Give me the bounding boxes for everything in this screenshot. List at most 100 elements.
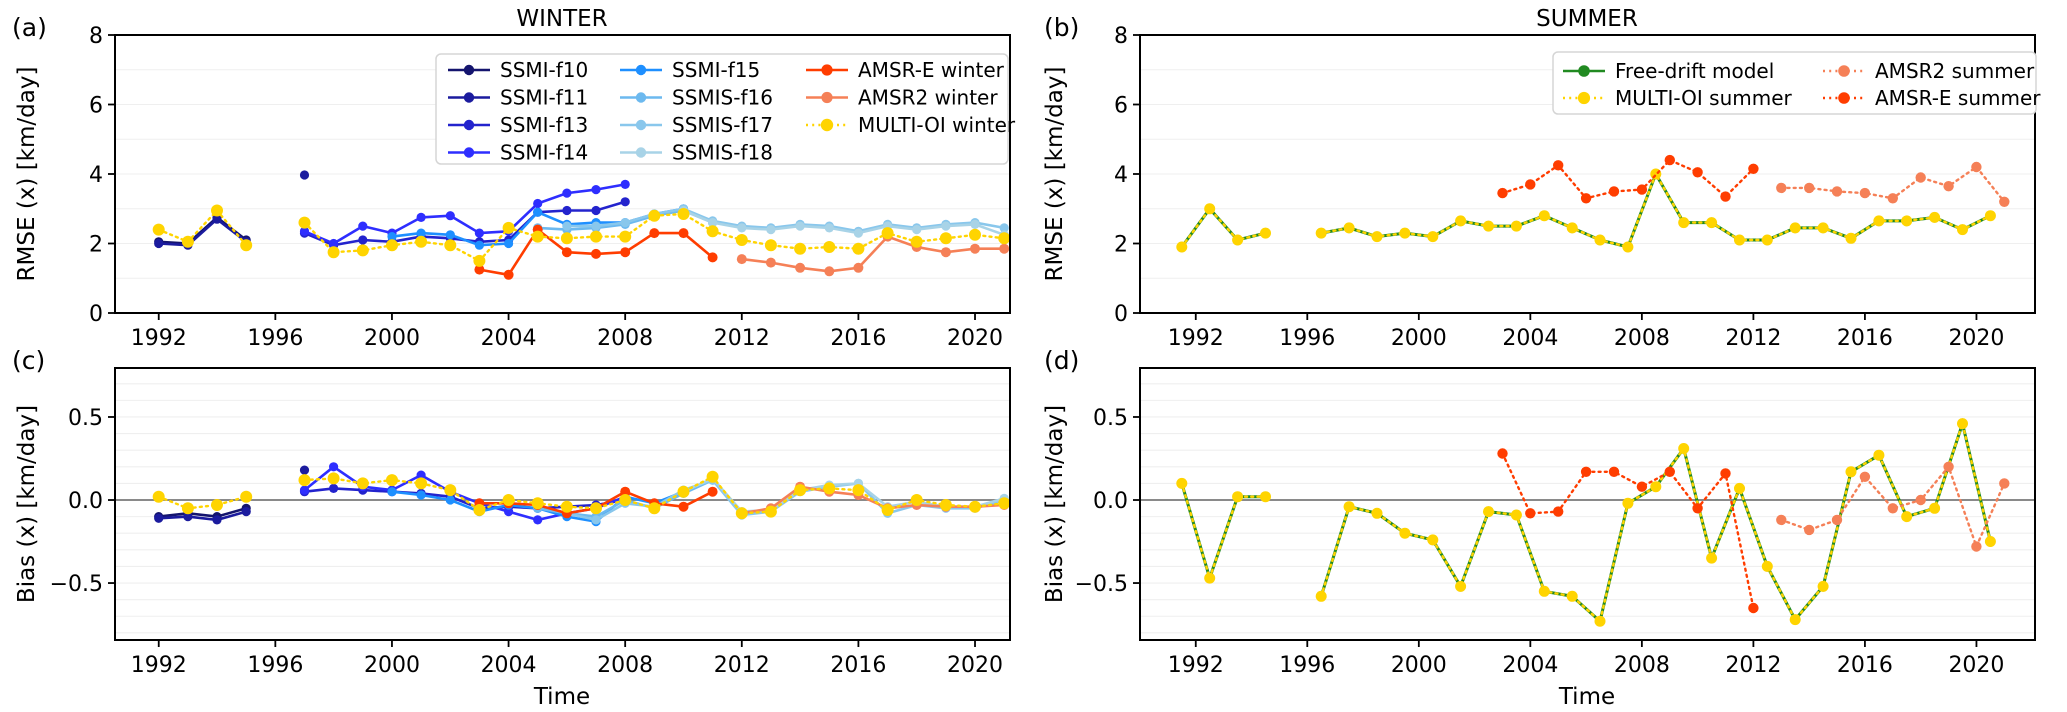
panel-title: WINTER <box>516 6 607 32</box>
data-point <box>1455 215 1467 227</box>
series-line <box>1501 452 1755 610</box>
legend-entry-SSMI-f15: SSMI-f15 <box>620 58 760 82</box>
x-tick-label: 2020 <box>1948 653 2004 678</box>
plot-frame <box>114 367 1011 641</box>
data-point <box>1929 502 1941 514</box>
data-point <box>591 205 601 216</box>
data-point <box>387 232 397 242</box>
data-point <box>445 495 455 505</box>
x-tick-label: 2020 <box>947 653 1003 678</box>
data-point <box>591 185 601 195</box>
data-point <box>1678 217 1690 229</box>
x-tick-label: 2004 <box>481 326 537 351</box>
data-point <box>1608 186 1620 197</box>
x-tick-label: 1996 <box>1279 326 1335 351</box>
legend-a: SSMI-f10 SSMI-f11 SSMI-f13 SSMI-f14 SSMI-f15… <box>435 53 1016 165</box>
series-line <box>1319 418 1992 625</box>
data-point <box>474 228 484 238</box>
data-point <box>502 494 515 506</box>
data-point <box>152 490 165 503</box>
legend-swatch-marker <box>821 91 833 104</box>
x-tick-label: 2004 <box>481 653 537 678</box>
legend-entry-SSMI-f14: SSMI-f14 <box>448 141 588 165</box>
data-point <box>677 485 690 498</box>
series-SSMI-f11 <box>154 465 310 525</box>
panel-b: 1992 1996 2000 2004 2008 2012 2016 2020 0 2 4 6 8 SUM… <box>1042 6 2041 351</box>
series-line <box>1780 464 2006 550</box>
legend-entry-label: AMSR-E summer <box>1875 86 2041 110</box>
x-tick-label: 2000 <box>364 653 420 678</box>
y-tick-label: 6 <box>89 94 103 119</box>
data-point <box>1594 234 1606 246</box>
y-axis-label: Bias (x) [km/day] <box>14 405 40 603</box>
data-point <box>1943 461 1954 472</box>
data-point <box>1510 509 1522 521</box>
legend-swatch-marker <box>463 147 475 158</box>
data-point <box>620 197 630 207</box>
data-point <box>591 515 601 525</box>
data-point <box>591 221 601 231</box>
data-point <box>852 484 865 497</box>
x-tick-label: 2012 <box>1725 653 1781 678</box>
y-tick-label: 4 <box>89 163 103 188</box>
series-line <box>157 208 248 247</box>
data-point <box>1664 154 1676 166</box>
data-point <box>1817 580 1829 592</box>
data-point <box>1525 179 1536 190</box>
data-point <box>1510 220 1522 232</box>
data-point <box>1538 210 1550 222</box>
data-point <box>386 239 398 252</box>
data-point <box>795 221 805 231</box>
legend-swatch-marker <box>463 64 475 76</box>
data-point <box>416 228 426 238</box>
data-point <box>1804 182 1815 194</box>
legend-entry-label: AMSR-E winter <box>858 58 1005 82</box>
y-tick-label: −0.5 <box>1075 572 1128 597</box>
data-point <box>939 232 952 245</box>
data-point <box>1580 466 1592 477</box>
legend-entry-AMSR-E-summer: AMSR-E summer <box>1823 86 2041 110</box>
data-point <box>1915 172 1926 183</box>
data-point <box>1831 186 1843 197</box>
legend-swatch-marker <box>1578 65 1590 77</box>
data-point <box>181 235 194 248</box>
data-point <box>444 484 457 497</box>
data-point <box>1483 506 1494 518</box>
data-point <box>1553 160 1564 171</box>
data-point <box>561 247 572 258</box>
data-point <box>970 243 980 254</box>
data-point <box>386 474 398 487</box>
legend-entry-SSMIS-f16: SSMIS-f16 <box>620 86 773 110</box>
data-point <box>620 486 631 497</box>
data-point <box>356 244 369 257</box>
x-tick-label: 1996 <box>247 653 303 678</box>
series-line <box>157 217 248 247</box>
x-tick-label: 2020 <box>1948 326 2004 351</box>
x-tick-label: 1992 <box>1168 653 1224 678</box>
data-point <box>970 219 980 229</box>
data-point <box>329 238 339 249</box>
y-tick-label: 8 <box>1114 24 1128 49</box>
panel-d: 1992 1996 2000 2004 2008 2012 2016 2020 −0.5 0.0 0… <box>1042 346 2036 710</box>
series-AMSR-E-summer <box>1497 154 1759 204</box>
data-point <box>1566 590 1578 602</box>
data-point <box>1804 524 1815 536</box>
data-point <box>764 239 777 252</box>
x-axis-label: Time <box>533 684 590 710</box>
data-point <box>211 204 223 217</box>
data-point <box>152 223 165 236</box>
x-tick-label: 1992 <box>131 653 187 678</box>
data-point <box>1734 482 1745 494</box>
legend-entry-label: MULTI-OI summer <box>1615 86 1793 110</box>
y-tick-label: 0.0 <box>1093 489 1128 514</box>
series-line <box>303 183 627 245</box>
data-point <box>1650 481 1662 493</box>
data-point <box>1594 615 1606 627</box>
legend-entry-label: MULTI-OI winter <box>858 113 1016 137</box>
series-AMSR2-summer <box>1776 461 2010 552</box>
data-point <box>1887 193 1899 204</box>
data-point <box>1622 497 1634 509</box>
data-point <box>1650 168 1662 180</box>
data-point <box>154 513 164 523</box>
